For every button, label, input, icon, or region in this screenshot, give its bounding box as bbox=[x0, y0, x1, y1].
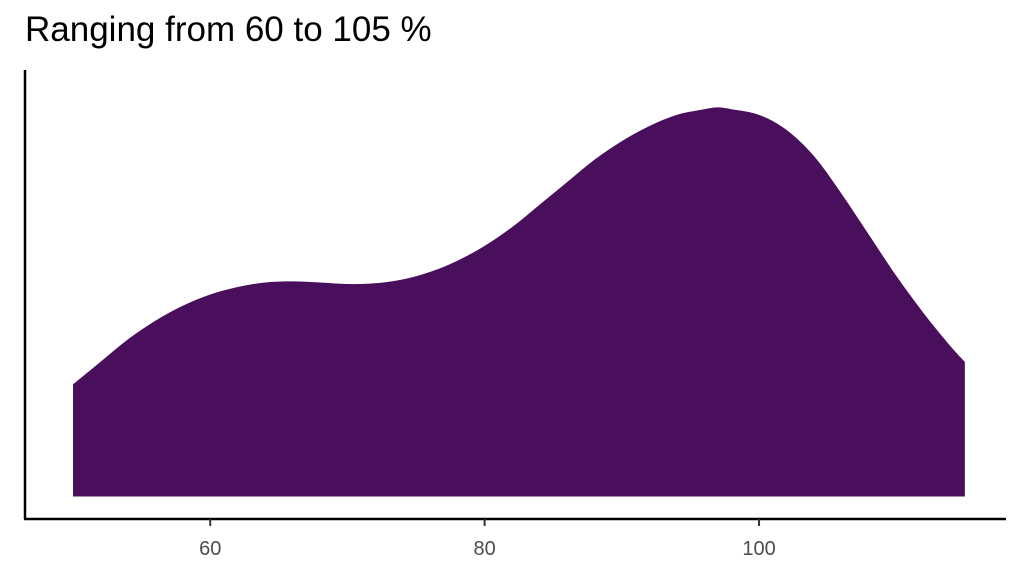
x-axis-ticks: 60 80 100 bbox=[199, 519, 776, 560]
x-tick-label-100: 100 bbox=[742, 538, 775, 560]
x-tick-label-60: 60 bbox=[199, 538, 221, 560]
area-layer bbox=[73, 107, 965, 497]
chart-title: Ranging from 60 to 105 % bbox=[25, 10, 432, 49]
x-tick-label-80: 80 bbox=[474, 538, 496, 560]
density-area bbox=[73, 107, 965, 497]
